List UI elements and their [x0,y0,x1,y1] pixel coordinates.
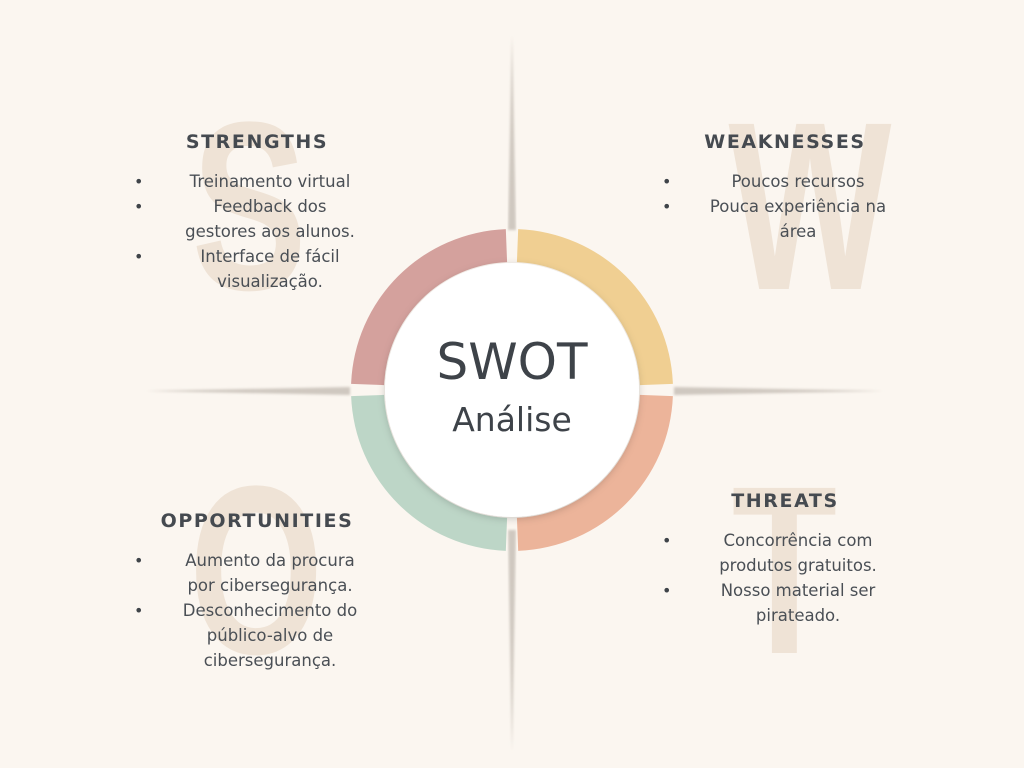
divider-right [674,387,884,395]
list-item-line: produtos gratuitos. [719,556,877,575]
bullet-icon: • [134,551,144,570]
background-letter-s: S [191,72,307,340]
list-item: • Poucos recursos [660,169,910,194]
list-item-line: Desconhecimento do [182,601,358,620]
bullet-icon: • [662,172,672,191]
bullet-icon: • [662,197,672,216]
background-letter-t: T [731,436,838,704]
center-circle [385,263,639,517]
bullet-icon: • [134,247,144,266]
list-item-line: área [779,222,817,241]
list-item-line: por cibersegurança. [187,576,353,595]
list-item: • Pouca experiência na área [660,194,910,244]
weaknesses-list: • Poucos recursos • Pouca experiência na áre… [660,169,910,244]
opportunities-quadrant: OPPORTUNITIES • Aumento da procura por cib… [132,510,382,673]
list-item-line: gestores aos alunos. [185,222,355,241]
weaknesses-arc [516,229,673,386]
list-item-line: Treinamento virtual [189,172,351,191]
list-item-line: Poucos recursos [731,172,865,191]
threats-quadrant: THREATS • Concorrência com produtos gratui… [660,490,910,628]
list-item: • Aumento da procura por cibersegurança. [132,548,382,598]
opportunities-heading: OPPORTUNITIES [160,510,354,532]
list-item: • Desconhecimento do público-alvo de cibers… [132,598,382,673]
strengths-list: • Treinamento virtual • Feedback dos gestore… [132,169,382,294]
list-item-line: cibersegurança. [203,651,337,670]
list-item: • Nosso material ser pirateado. [660,578,910,628]
list-item-line: público-alvo de [206,626,334,645]
list-item-line: Pouca experiência na [709,197,887,216]
list-item-line: Feedback dos [213,197,327,216]
weaknesses-quadrant: WEAKNESSES • Poucos recursos • Pouca experi… [660,131,910,244]
list-item: • Treinamento virtual [132,169,382,194]
strengths-quadrant: STRENGTHS • Treinamento virtual • Feedback … [132,131,382,294]
bullet-icon: • [134,197,144,216]
threats-heading: THREATS [731,490,839,512]
list-item-line: visualização. [217,272,323,291]
bullet-icon: • [662,581,672,600]
opportunities-arc [351,394,508,551]
weaknesses-heading: WEAKNESSES [704,131,866,153]
center-title: SWOT [436,333,588,391]
divider-top [508,35,516,230]
divider-bottom [508,530,516,752]
divider-left [145,387,350,395]
bullet-icon: • [662,531,672,550]
list-item-line: Nosso material ser [720,581,876,600]
list-item-line: Concorrência com [723,531,873,550]
threats-arc [516,394,673,551]
opportunities-list: • Aumento da procura por cibersegurança. • D… [132,548,382,673]
list-item-line: pirateado. [755,606,841,625]
list-item-line: Aumento da procura [185,551,355,570]
list-item: • Concorrência com produtos gratuitos. [660,528,910,578]
list-item: • Feedback dos gestores aos alunos. [132,194,382,244]
swot-ring [351,229,673,551]
strengths-heading: STRENGTHS [185,131,329,153]
list-item: • Interface de fácil visualização. [132,244,382,294]
strengths-arc [351,229,508,386]
bullet-icon: • [134,601,144,620]
center-subtitle: Análise [452,400,572,439]
bullet-icon: • [134,172,144,191]
threats-list: • Concorrência com produtos gratuitos. • Nos… [660,528,910,628]
list-item-line: Interface de fácil [200,247,340,266]
